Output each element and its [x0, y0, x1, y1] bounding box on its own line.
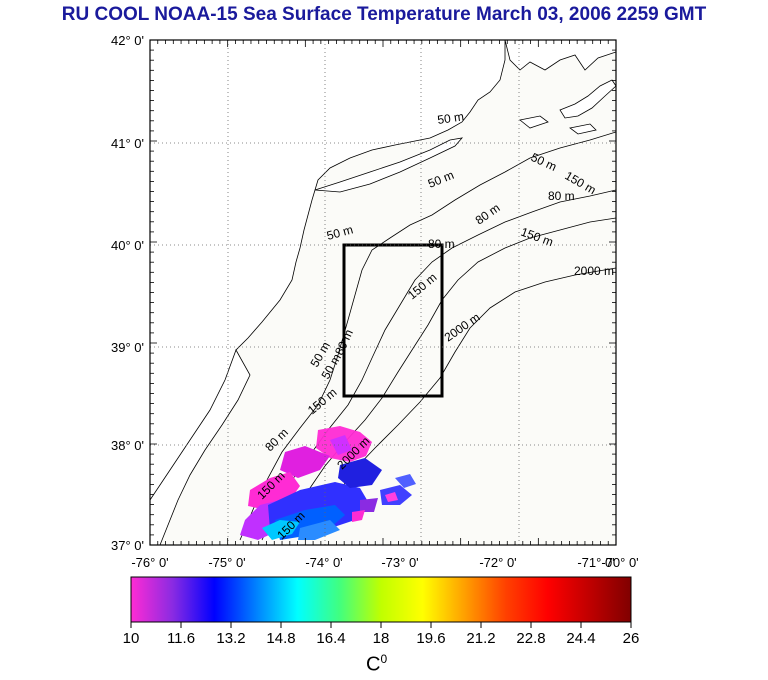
lat-label: 42° 0' [111, 33, 144, 48]
lat-label: 38° 0' [111, 438, 144, 453]
lat-label: 39° 0' [111, 340, 144, 355]
colorbar-tick-label: 14.8 [266, 630, 296, 647]
colorbar-tick-label: 19.6 [416, 630, 446, 647]
sst-swath [240, 426, 416, 540]
contour-label: 50 m [436, 109, 464, 127]
lon-label: -74° 0' [305, 555, 342, 570]
colorbar-tick-label: 21.2 [466, 630, 496, 647]
study-area-box [342, 243, 444, 398]
colorbar [130, 576, 632, 623]
colorbar-tick-label: 16.4 [316, 630, 346, 647]
colorbar-tick-label: 26 [622, 630, 640, 647]
lon-label: -75° 0' [208, 555, 245, 570]
lat-label: 41° 0' [111, 136, 144, 151]
cape-cod [559, 79, 616, 119]
map-frame [149, 39, 617, 546]
contour-label: 50 m [325, 222, 354, 242]
delmarva [150, 349, 251, 545]
contour-label: 2000 m [574, 264, 614, 278]
graticule [149, 39, 617, 546]
lon-label: -76° 0' [131, 555, 168, 570]
lon-label: -71° 0' [577, 555, 614, 570]
nantucket [569, 123, 597, 135]
colorbar-tick-label: 13.2 [216, 630, 246, 647]
lon-label: -73° 0' [381, 555, 418, 570]
colorbar-tick-label: 10 [122, 630, 140, 647]
lon-label: -72° 0' [479, 555, 516, 570]
map-title: RU COOL NOAA-15 Sea Surface Temperature … [61, 4, 707, 25]
colorbar-tick-label: 24.4 [566, 630, 596, 647]
marthas-vineyard [519, 115, 549, 129]
lon-label: -70° 0' [601, 555, 638, 570]
colorbar-tick-label: 11.6 [166, 630, 196, 647]
colorbar-tick-label: 18 [372, 630, 390, 647]
long-island [314, 137, 464, 193]
lat-label: 37° 0' [111, 538, 144, 553]
contour-label: 80 m [548, 189, 575, 203]
colorbar-tick-marks [130, 622, 632, 628]
contour-label: 80 m [428, 237, 455, 251]
contour-150m [281, 217, 616, 541]
axis-labels: 42° 0' 41° 0' 40° 0' 39° 0' 38° 0' 37° 0' -76°… [111, 33, 639, 570]
lat-label: 40° 0' [111, 238, 144, 253]
colorbar-tick-label: 22.8 [516, 630, 546, 647]
colorbar-unit: C0 [366, 652, 388, 676]
contour-50m [239, 131, 616, 541]
